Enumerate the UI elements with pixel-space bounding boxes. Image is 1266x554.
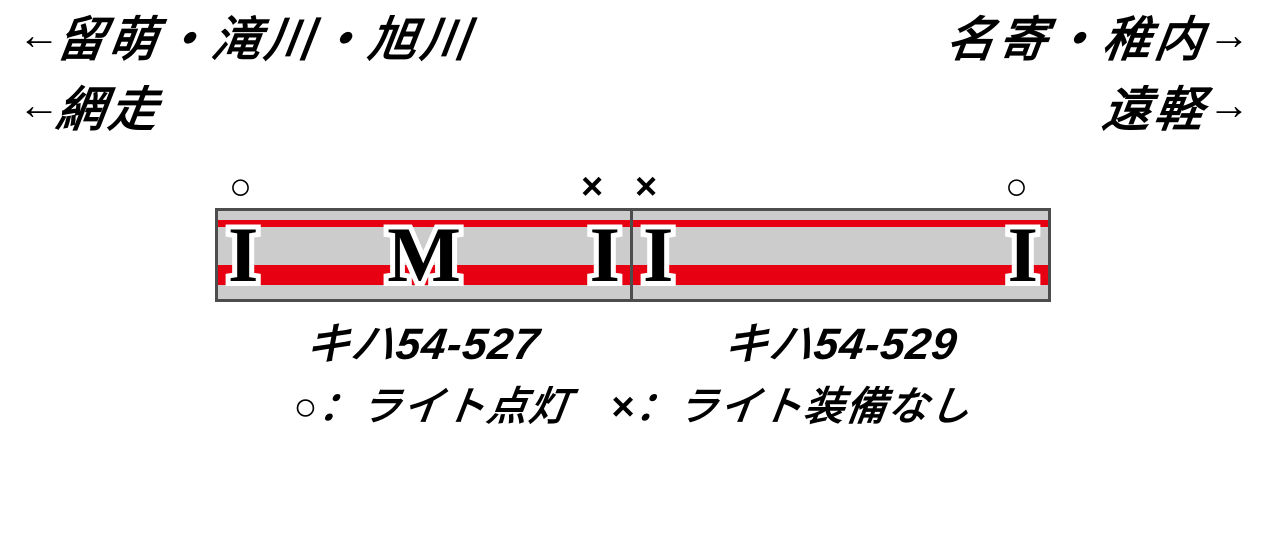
car-letter: II (228, 216, 258, 294)
light-cross-icon: × (581, 166, 603, 209)
marker-row: ○ × × ○ (215, 168, 1051, 208)
car-letter: II (643, 216, 673, 294)
arrow-left-icon: ← (18, 11, 58, 59)
car-label: キハ54-527 (303, 308, 545, 372)
car-letters: II II (633, 211, 1048, 299)
arrow-right-icon: → (1208, 81, 1248, 129)
dir-left-bottom-label: 網走 (53, 70, 167, 140)
dir-right-bottom-label: 遠軽 (1099, 70, 1213, 140)
dir-right-top-label: 名寄・稚内 (943, 0, 1213, 70)
dir-left-top-label: 留萌・滝川・旭川 (53, 0, 479, 70)
arrow-left-icon: ← (18, 81, 58, 129)
dir-left-2: ← 網走 (18, 70, 162, 140)
arrow-right-icon: → (1208, 11, 1248, 59)
car-letter: II (1008, 216, 1038, 294)
legend-circle-icon: ○ (293, 385, 319, 430)
direction-row-1: ← 留萌・滝川・旭川 名寄・稚内 → (0, 0, 1266, 70)
legend-circle-text: ：ライト点灯 (316, 385, 574, 429)
dir-right-1: 名寄・稚内 → (948, 0, 1248, 70)
car-labels-row: キハ54-527 キハ54-529 (215, 308, 1051, 372)
light-circle-icon: ○ (1005, 166, 1028, 209)
car-letters: II MM II (218, 211, 630, 299)
light-cross-icon: × (635, 166, 657, 209)
dir-right-2: 遠軽 → (1104, 70, 1248, 140)
car-letter: II (590, 216, 620, 294)
light-circle-icon: ○ (229, 166, 252, 209)
formation-area: ○ × × ○ II MM II (0, 168, 1266, 432)
dir-left-1: ← 留萌・滝川・旭川 (18, 0, 474, 70)
legend-cross-icon: × (610, 385, 635, 430)
legend-cross-text: ：ライト装備なし (633, 385, 975, 429)
car-label: キハ54-529 (721, 308, 963, 372)
legend: ○：ライト点灯 ×：ライト装備なし (289, 374, 976, 432)
car-2: II II (633, 208, 1051, 302)
train-formation: II MM II II II (215, 208, 1051, 302)
car-1: II MM II (215, 208, 633, 302)
direction-row-2: ← 網走 遠軽 → (0, 70, 1266, 140)
car-letter: MM (387, 216, 461, 294)
